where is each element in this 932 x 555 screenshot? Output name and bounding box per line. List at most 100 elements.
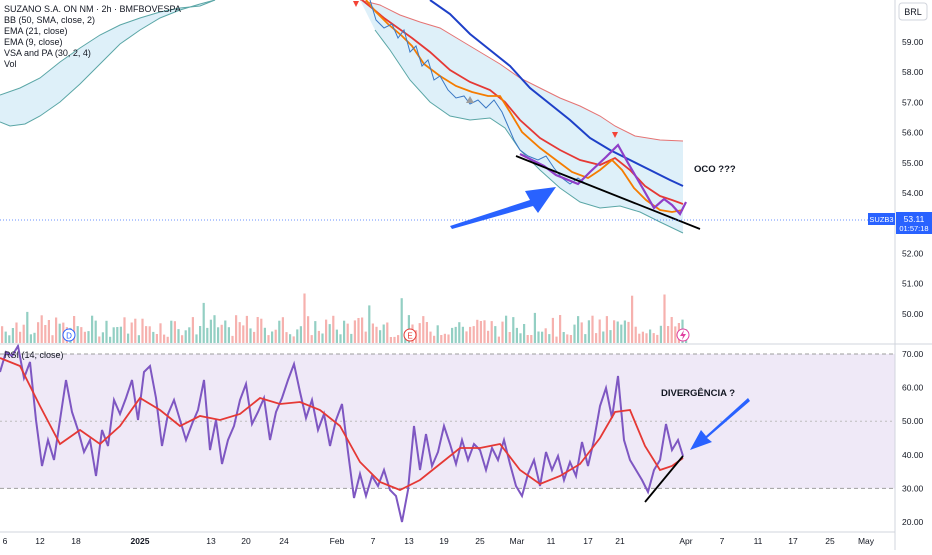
volume-bar bbox=[159, 323, 162, 343]
volume-bar bbox=[40, 315, 43, 343]
volume-bar bbox=[137, 335, 140, 343]
currency-label: BRL bbox=[904, 7, 922, 17]
volume-bar bbox=[235, 315, 238, 343]
volume-bar bbox=[631, 295, 634, 343]
volume-bar bbox=[321, 333, 324, 343]
volume-bar bbox=[573, 324, 576, 343]
volume-bar bbox=[443, 333, 446, 343]
time-tick-label: Feb bbox=[330, 536, 345, 546]
volume-bar bbox=[667, 326, 670, 343]
legend-ema9[interactable]: EMA (9, close) bbox=[4, 37, 63, 47]
volume-bar bbox=[566, 334, 569, 343]
price-tick-label: 58.00 bbox=[902, 67, 924, 77]
volume-bar bbox=[296, 329, 299, 343]
volume-bar bbox=[440, 335, 443, 343]
volume-bar bbox=[505, 315, 508, 343]
volume-bar bbox=[335, 329, 338, 343]
legend-ema21[interactable]: EMA (21, close) bbox=[4, 26, 68, 36]
symbol-title[interactable]: SUZANO S.A. ON NM · 2h · BMFBOVESPA bbox=[4, 4, 181, 14]
rsi-trendline[interactable] bbox=[644, 455, 684, 503]
volume-bar bbox=[609, 330, 612, 343]
volume-bar bbox=[461, 326, 464, 343]
rsi-pane[interactable]: DIVERGÊNCIA ? bbox=[0, 343, 895, 523]
volume-bar bbox=[332, 315, 335, 343]
oco-annotation[interactable]: OCO ??? bbox=[694, 164, 736, 175]
volume-bar bbox=[490, 321, 493, 343]
time-tick-label: 13 bbox=[206, 536, 216, 546]
price-axis[interactable]: 59.0058.0057.0056.0055.0054.0053.0052.00… bbox=[902, 37, 924, 319]
time-tick-label: 24 bbox=[279, 536, 289, 546]
volume-bar bbox=[649, 329, 652, 343]
time-tick-label: 6 bbox=[3, 536, 8, 546]
currency-badge[interactable]: BRL bbox=[898, 2, 928, 21]
time-tick-label: 18 bbox=[71, 536, 81, 546]
volume-bar bbox=[613, 320, 616, 343]
volume-bar bbox=[130, 322, 133, 343]
volume-bar bbox=[494, 326, 497, 343]
legend-vsa[interactable]: VSA and PA (30, 2, 4) bbox=[4, 48, 91, 58]
bollinger-upper-left bbox=[0, 0, 216, 96]
volume-bar bbox=[303, 293, 306, 343]
volume-bar bbox=[220, 324, 223, 343]
rsi-axis[interactable]: 70.00 60.00 50.00 40.00 30.00 20.00 bbox=[902, 349, 924, 527]
bollinger-lower-left bbox=[0, 0, 216, 127]
volume-bar bbox=[400, 298, 403, 343]
legend-vol[interactable]: Vol bbox=[4, 59, 17, 69]
volume-bar bbox=[519, 333, 522, 343]
time-tick-label: 17 bbox=[788, 536, 798, 546]
volume-bar bbox=[267, 335, 270, 343]
chart-legend[interactable]: SUZANO S.A. ON NM · 2h · BMFBOVESPA BB (… bbox=[4, 4, 181, 70]
volume-bar bbox=[598, 319, 601, 343]
symbol-tag[interactable]: SUZB3 bbox=[868, 213, 895, 225]
time-axis[interactable]: 6 12 18 2025 13 20 24 Feb 7 13 19 25 Mar 11 17 21 Apr 7 11… bbox=[3, 536, 875, 546]
volume-bar bbox=[152, 331, 155, 343]
volume-bar bbox=[476, 319, 479, 343]
last-price-value: 53.11 bbox=[904, 214, 925, 224]
price-tick-label: 57.00 bbox=[902, 97, 924, 107]
symbol-tag-label: SUZB3 bbox=[869, 215, 893, 224]
last-price-tag[interactable]: 53.11 01:57:18 bbox=[896, 212, 932, 234]
blue-arrow-icon bbox=[450, 187, 556, 229]
time-tick-label: 20 bbox=[241, 536, 251, 546]
volume-bar bbox=[530, 335, 533, 343]
rsi-legend[interactable]: RSI (14, close) bbox=[4, 350, 64, 360]
earnings-marker[interactable]: E bbox=[403, 328, 417, 342]
volume-bar bbox=[548, 334, 551, 343]
volume-bar bbox=[145, 326, 148, 343]
volume-bar bbox=[638, 333, 641, 343]
volume-bar bbox=[271, 331, 274, 343]
volume-bar bbox=[116, 327, 119, 343]
legend-bb[interactable]: BB (50, SMA, close, 2) bbox=[4, 15, 96, 25]
volume-bar bbox=[242, 325, 245, 343]
volume-bar bbox=[339, 334, 342, 343]
volume-bar bbox=[422, 316, 425, 343]
dividend-marker-label: D bbox=[66, 332, 72, 341]
volume-bar bbox=[44, 325, 47, 343]
price-pane[interactable]: OCO ??? D E bbox=[0, 0, 736, 343]
volume-bar bbox=[605, 316, 608, 343]
volume-bar bbox=[393, 336, 396, 343]
volume-bar bbox=[58, 323, 61, 343]
rsi-tick-label: 30.00 bbox=[902, 483, 924, 493]
flash-icon[interactable] bbox=[676, 328, 690, 342]
time-tick-label: May bbox=[858, 536, 875, 546]
volume-bar bbox=[227, 327, 230, 343]
divergence-annotation[interactable]: DIVERGÊNCIA ? bbox=[661, 387, 735, 399]
time-tick-label: 25 bbox=[825, 536, 835, 546]
rsi-line bbox=[0, 343, 684, 523]
volume-bar bbox=[447, 334, 450, 343]
dividend-marker[interactable]: D bbox=[62, 328, 76, 342]
volume-bar bbox=[451, 327, 454, 343]
volume-bar bbox=[487, 330, 490, 343]
volume-bar bbox=[526, 335, 529, 343]
volume-bar bbox=[616, 321, 619, 343]
volume-bar bbox=[112, 327, 115, 343]
volume-bar bbox=[375, 326, 378, 343]
volume-bar bbox=[425, 322, 428, 343]
time-tick-label: 11 bbox=[754, 536, 763, 546]
volume-bar bbox=[371, 323, 374, 343]
price-trendline[interactable] bbox=[515, 155, 701, 230]
volume-bar bbox=[591, 315, 594, 343]
